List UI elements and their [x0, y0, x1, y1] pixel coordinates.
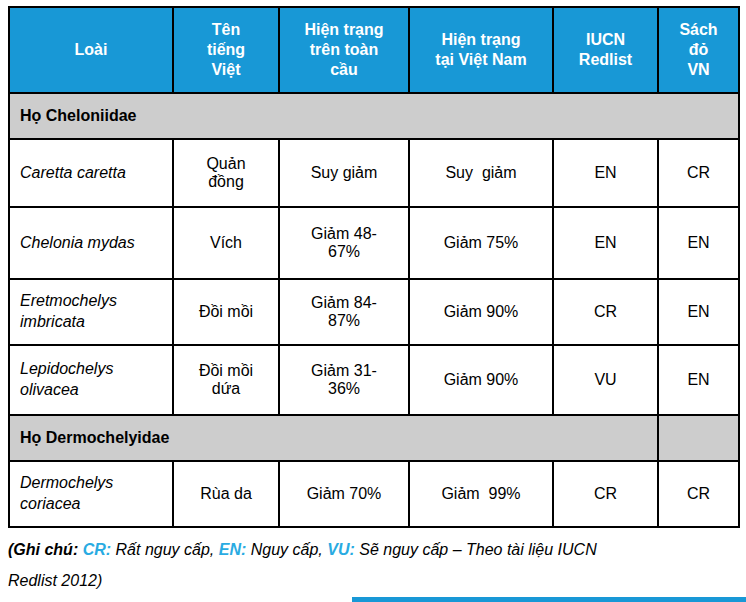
legend-code-en: EN: [219, 541, 247, 558]
family-section-row-cheloniidae: Họ Cheloniidae [9, 93, 739, 139]
table-row: Caretta caretta Quản đồng Suy giảm Suy g… [9, 139, 739, 207]
legend-desc-cr: Rất nguy cấp, [111, 541, 219, 558]
cell-redbook: CR [658, 139, 739, 207]
cell-vn-name: Rùa da [173, 461, 279, 527]
column-header-global-status: Hiện trạng trên toàn cầu [279, 7, 409, 93]
legend-code-cr: CR: [83, 541, 111, 558]
cell-vn-name: Vích [173, 207, 279, 279]
column-header-iucn-redlist: IUCN Redlist [553, 7, 658, 93]
cell-species: Lepidochelys olivacea [9, 345, 173, 415]
cell-vn-name: Đồi mồi [173, 279, 279, 345]
legend-note-prefix: (Ghi chú: [8, 541, 83, 558]
species-status-table-wrapper: Loài Tên tiếng Việt Hiện trạng trên toàn… [8, 6, 740, 528]
family-section-label: Họ Cheloniidae [9, 93, 739, 139]
table-row: Chelonia mydas Vích Giảm 48- 67% Giảm 75… [9, 207, 739, 279]
legend-note-line2: Redlist 2012) [8, 572, 102, 590]
cell-iucn: CR [553, 461, 658, 527]
cell-global-status: Suy giảm [279, 139, 409, 207]
cell-iucn: VU [553, 345, 658, 415]
cell-global-status: Giảm 31- 36% [279, 345, 409, 415]
family-section-label: Họ Dermochelyidae [9, 415, 658, 461]
family-section-empty-cell [658, 415, 739, 461]
cell-vietnam-status: Giảm 99% [409, 461, 553, 527]
family-section-row-dermochelyidae: Họ Dermochelyidae [9, 415, 739, 461]
cell-global-status: Giảm 48- 67% [279, 207, 409, 279]
cell-species: Dermochelys coriacea [9, 461, 173, 527]
legend-desc-en: Nguy cấp, [246, 541, 327, 558]
table-row: Dermochelys coriacea Rùa da Giảm 70% Giả… [9, 461, 739, 527]
cell-redbook: EN [658, 207, 739, 279]
cell-species: Eretmochelys imbricata [9, 279, 173, 345]
table-row: Eretmochelys imbricata Đồi mồi Giảm 84- … [9, 279, 739, 345]
cell-vn-name: Quản đồng [173, 139, 279, 207]
column-header-vietnam-status: Hiện trạng tại Việt Nam [409, 7, 553, 93]
column-header-redbook-vn: Sách đỏ VN [658, 7, 739, 93]
cell-redbook: EN [658, 345, 739, 415]
cell-vietnam-status: Suy giảm [409, 139, 553, 207]
cell-redbook: EN [658, 279, 739, 345]
legend-desc-vu: Sẽ nguy cấp – Theo tài liệu IUCN [355, 541, 597, 558]
cell-vietnam-status: Giảm 90% [409, 279, 553, 345]
column-header-species: Loài [9, 7, 173, 93]
header-row: Loài Tên tiếng Việt Hiện trạng trên toàn… [9, 7, 739, 93]
cell-global-status: Giảm 84- 87% [279, 279, 409, 345]
table-row: Lepidochelys olivacea Đồi mồi dứa Giảm 3… [9, 345, 739, 415]
cell-iucn: EN [553, 139, 658, 207]
cell-global-status: Giảm 70% [279, 461, 409, 527]
legend-code-vu: VU: [327, 541, 355, 558]
cell-vietnam-status: Giảm 75% [409, 207, 553, 279]
cell-iucn: CR [553, 279, 658, 345]
cell-vn-name: Đồi mồi dứa [173, 345, 279, 415]
cell-species: Chelonia mydas [9, 207, 173, 279]
cell-species: Caretta caretta [9, 139, 173, 207]
species-status-table: Loài Tên tiếng Việt Hiện trạng trên toàn… [8, 6, 740, 528]
cell-vietnam-status: Giảm 90% [409, 345, 553, 415]
legend-note: (Ghi chú: CR: Rất nguy cấp, EN: Nguy cấp… [8, 538, 740, 561]
cell-iucn: EN [553, 207, 658, 279]
next-table-header-edge [352, 597, 746, 602]
column-header-vietnamese-name: Tên tiếng Việt [173, 7, 279, 93]
cell-redbook: CR [658, 461, 739, 527]
